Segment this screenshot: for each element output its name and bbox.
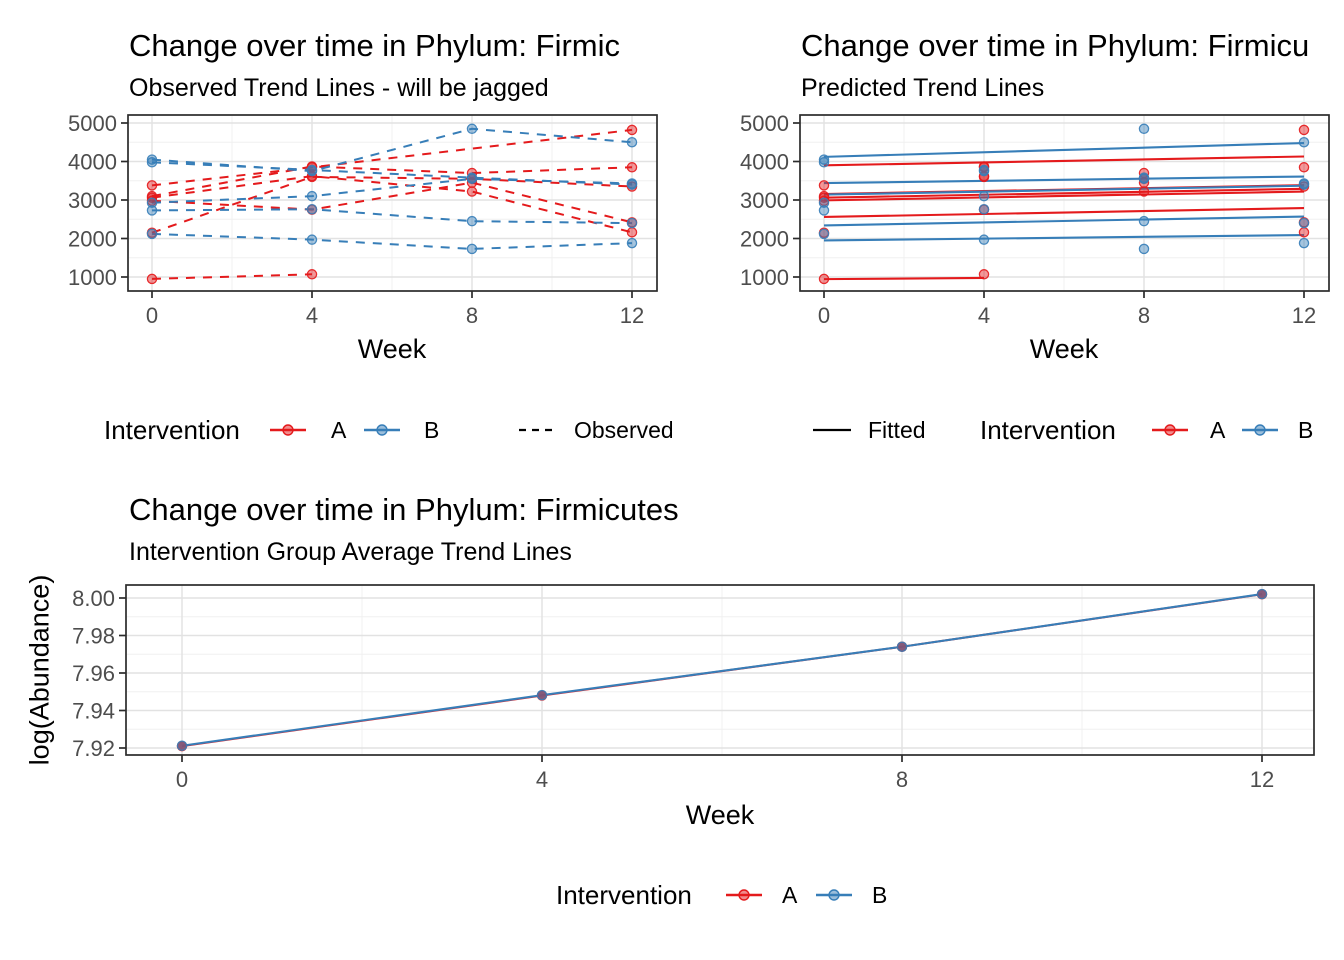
legend-key-b-icon <box>814 883 854 907</box>
svg-text:4: 4 <box>536 767 548 792</box>
predicted-legend-title: Intervention <box>980 415 1116 445</box>
average-plot: 0 4 8 12 7.92 7.94 7.96 7.98 8.00 <box>72 584 1315 792</box>
legend-key-fitted-linetype-icon <box>812 418 852 442</box>
predicted-legend-label-linetype: Fitted <box>868 417 926 443</box>
observed-chart-title: Change over time in Phylum: Firmic <box>129 28 620 63</box>
observed-legend-title: Intervention <box>104 415 240 445</box>
observed-chart-subtitle: Observed Trend Lines - will be jagged <box>129 74 549 102</box>
svg-text:12: 12 <box>620 303 644 328</box>
legend-key-b-icon <box>362 418 402 442</box>
predicted-chart-title: Change over time in Phylum: Firmicu <box>801 28 1310 63</box>
svg-text:8.00: 8.00 <box>72 586 115 611</box>
svg-text:3000: 3000 <box>68 188 117 213</box>
observed-legend-label-a: A <box>331 417 347 443</box>
observed-chart: 0 4 8 12 1000 2000 3000 4000 5000 Change over ti… <box>0 0 672 460</box>
svg-text:7.96: 7.96 <box>72 661 115 686</box>
legend-key-a-icon <box>724 883 764 907</box>
average-legend-label-b: B <box>872 882 888 908</box>
predicted-legend-label-a: A <box>1210 417 1226 443</box>
svg-text:0: 0 <box>818 303 830 328</box>
legend-key-a-icon <box>1150 418 1190 442</box>
svg-text:5000: 5000 <box>740 111 789 136</box>
svg-text:8: 8 <box>896 767 908 792</box>
legend-key-a-icon <box>268 418 308 442</box>
observed-legend-label-b: B <box>424 417 440 443</box>
average-legend-title: Intervention <box>556 880 692 910</box>
svg-text:2000: 2000 <box>68 227 117 252</box>
svg-text:7.98: 7.98 <box>72 624 115 649</box>
svg-text:12: 12 <box>1250 767 1274 792</box>
average-chart-title: Change over time in Phylum: Firmicutes <box>129 492 679 527</box>
svg-text:4000: 4000 <box>68 150 117 175</box>
svg-text:7.94: 7.94 <box>72 699 115 724</box>
predicted-plot: 0 4 8 12 1000 2000 3000 4000 5000 <box>740 111 1330 328</box>
svg-text:4: 4 <box>978 303 990 328</box>
legend-key-observed-linetype-icon <box>518 418 558 442</box>
svg-text:1000: 1000 <box>68 265 117 290</box>
svg-text:4: 4 <box>306 303 318 328</box>
svg-text:4000: 4000 <box>740 150 789 175</box>
observed-x-axis-title: Week <box>357 334 427 364</box>
predicted-chart-subtitle: Predicted Trend Lines <box>801 74 1045 102</box>
legend-key-b-icon <box>1240 418 1280 442</box>
svg-text:3000: 3000 <box>740 188 789 213</box>
svg-text:0: 0 <box>146 303 158 328</box>
predicted-chart: 0 4 8 12 1000 2000 3000 4000 5000 Change over ti… <box>672 0 1344 460</box>
svg-text:8: 8 <box>466 303 478 328</box>
svg-text:2000: 2000 <box>740 227 789 252</box>
svg-text:7.92: 7.92 <box>72 736 115 761</box>
average-legend-label-a: A <box>782 882 798 908</box>
predicted-legend-label-b: B <box>1298 417 1314 443</box>
average-chart-subtitle: Intervention Group Average Trend Lines <box>129 538 572 566</box>
svg-text:5000: 5000 <box>68 111 117 136</box>
predicted-x-axis-title: Week <box>1029 334 1099 364</box>
observed-plot: 0 4 8 12 1000 2000 3000 4000 5000 <box>68 111 658 328</box>
svg-text:8: 8 <box>1138 303 1150 328</box>
average-y-axis-title: log(Abundance) <box>24 574 55 766</box>
average-x-axis-title: Week <box>685 800 755 830</box>
svg-text:12: 12 <box>1292 303 1316 328</box>
average-chart: 0 4 8 12 7.92 7.94 7.96 7.98 8.00 Change over ti… <box>0 460 1344 960</box>
observed-legend-label-linetype: Observed <box>574 417 672 443</box>
svg-text:0: 0 <box>176 767 188 792</box>
svg-text:1000: 1000 <box>740 265 789 290</box>
